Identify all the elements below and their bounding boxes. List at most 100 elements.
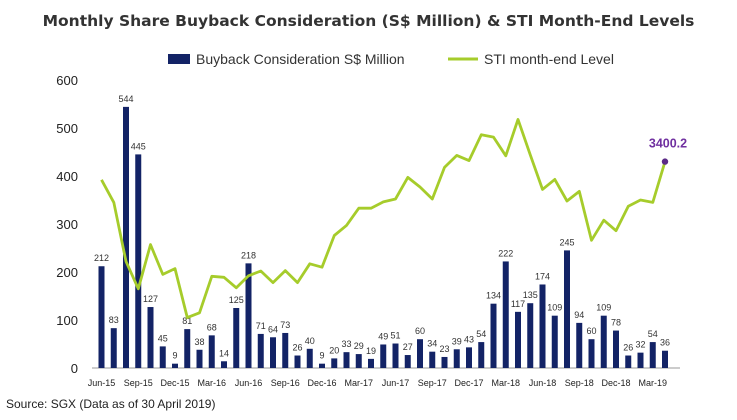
bar [515,311,521,368]
bar-value-label: 135 [523,290,538,300]
bar-value-label: 26 [292,343,302,353]
bar-value-label: 245 [559,237,574,247]
bar [662,350,668,368]
bar [588,339,595,368]
bar [294,355,301,368]
bar-value-label: 71 [256,321,266,331]
bar [233,308,240,368]
bar-value-label: 109 [547,303,562,313]
bar [245,263,252,368]
bar-value-label: 33 [341,339,351,349]
bar-value-label: 445 [131,141,146,151]
bar [257,333,264,368]
bar [368,358,374,368]
bar-value-label: 54 [476,329,486,339]
y-tick-label: 100 [56,313,78,328]
x-tick-label: Sep-17 [418,378,447,388]
bar [380,344,387,368]
bar-value-label: 38 [194,337,204,347]
y-tick-label: 200 [56,265,78,280]
bar-value-label: 26 [623,343,633,353]
bar-value-label: 14 [219,348,229,358]
bar-value-label: 68 [207,322,217,332]
bar-value-label: 39 [452,336,462,346]
bar-value-label: 34 [427,339,437,349]
bar-value-label: 49 [378,331,388,341]
bar [196,349,203,368]
bar-value-label: 73 [280,320,290,330]
bar-value-label: 20 [329,345,339,355]
bar-value-label: 54 [648,329,658,339]
bar-value-label: 45 [158,333,168,343]
bar-value-label: 51 [390,331,400,341]
bar [453,349,460,368]
bar [331,358,338,368]
bar-value-label: 544 [118,94,133,104]
bar-value-label: 60 [415,326,425,336]
bar [319,363,325,368]
x-tick-label: Dec-17 [454,378,483,388]
bar-value-label: 36 [660,338,670,348]
bar [600,315,607,368]
bar-value-label: 60 [586,326,596,336]
x-tick-label: Sep-16 [271,378,300,388]
bar [98,266,105,368]
bar [123,106,129,368]
x-tick-label: Jun-18 [529,378,557,388]
x-tick-label: Jun-16 [235,378,263,388]
y-tick-label: 500 [56,121,78,136]
bar [613,330,619,368]
x-tick-label: Mar-18 [491,378,520,388]
bar [282,332,289,368]
bar [306,348,313,368]
x-tick-label: Sep-15 [124,378,153,388]
bar-value-label: 127 [143,294,158,304]
bar [343,352,350,368]
bar [172,363,178,368]
bar [625,355,632,368]
legend-swatch-bar [168,54,190,64]
bar [221,361,227,368]
bar [478,342,485,368]
bar-value-label: 29 [354,341,364,351]
bar-value-label: 222 [498,248,513,258]
bar [466,347,472,368]
bar [159,346,166,368]
bar-value-label: 83 [109,315,119,325]
bar [355,354,362,368]
sti-line [100,118,667,320]
bar-value-label: 94 [574,310,584,320]
bar [490,303,497,368]
y-tick-label: 300 [56,217,78,232]
x-tick-label: Sep-18 [565,378,594,388]
bar-value-label: 27 [403,342,413,352]
bar [637,352,644,368]
bar [184,329,191,368]
bar-value-label: 19 [366,346,376,356]
x-tick-label: Jun-15 [88,378,116,388]
bar-value-label: 134 [486,291,501,301]
bar-value-label: 9 [172,351,177,361]
sti-end-label: 3400.2 [649,137,687,151]
bar-value-label: 218 [241,250,256,260]
bar [404,355,411,368]
bar-value-label: 78 [611,318,621,328]
bar [135,154,142,368]
y-tick-label: 400 [56,169,78,184]
bar [576,322,583,368]
sti-end-point [661,158,669,165]
source-note: Source: SGX (Data as of 30 April 2019) [6,397,216,411]
bar-value-label: 212 [94,253,109,263]
bar-value-label: 40 [305,336,315,346]
bar-value-label: 109 [596,303,611,313]
bar-value-label: 81 [182,316,192,326]
bar [649,342,656,368]
bar-value-label: 125 [229,295,244,305]
bar [417,339,423,368]
bar-value-label: 43 [464,334,474,344]
bar-value-label: 64 [268,324,278,334]
bar [392,343,399,368]
bar [551,315,558,368]
x-tick-label: Dec-18 [601,378,630,388]
